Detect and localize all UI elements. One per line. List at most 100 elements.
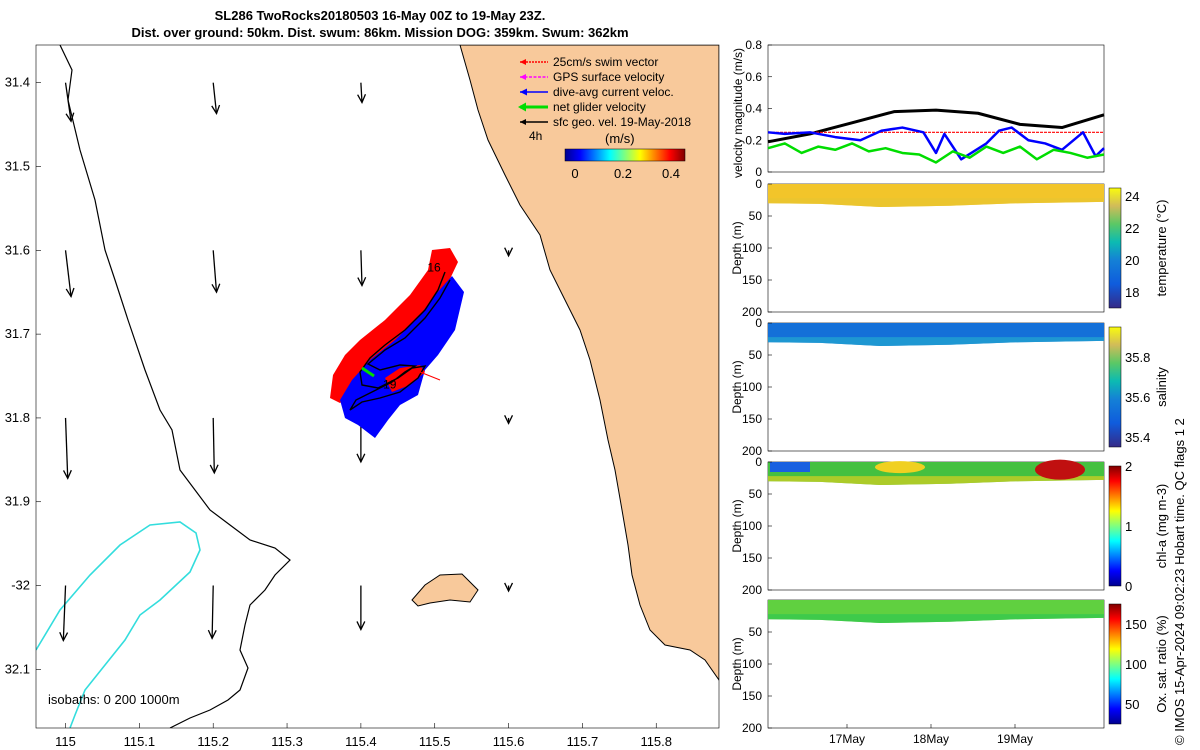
glider-path-line xyxy=(349,271,451,411)
map-y-tick-label: 31.5 xyxy=(5,159,30,174)
chl-low-patch xyxy=(770,462,810,472)
section-y-tick-label: 200 xyxy=(742,305,762,319)
legend-item-sfc: sfc geo. vel. 19-May-2018 xyxy=(520,115,691,129)
colorbar-tick-label: 35.4 xyxy=(1125,430,1150,445)
section-y-tick-label: 100 xyxy=(742,519,762,533)
sfc-velocity-arrow xyxy=(211,250,221,294)
speed-colorbar xyxy=(564,148,686,162)
section-y-tick-label: 200 xyxy=(742,583,762,597)
current-vector-band xyxy=(340,276,464,438)
sfc-velocity-arrow xyxy=(209,417,219,475)
velocity-magnitude-panel: 0 0.2 0.4 0.6 0.8 velocity magnitude (m/s) xyxy=(731,38,1105,179)
sfc-arrow-shaft xyxy=(360,82,363,103)
legend-sfc-label: sfc geo. vel. 19-May-2018 xyxy=(553,115,691,129)
map-x-tick-label: 115 xyxy=(55,734,76,749)
map-x-tick-label: 115.5 xyxy=(419,734,451,749)
map-x-tick-label: 115.3 xyxy=(271,734,303,749)
sfc-arrow-shaft xyxy=(211,585,214,639)
map-x-tick-label: 115.1 xyxy=(124,734,156,749)
velocity-y-tick-label: 0.2 xyxy=(745,133,762,147)
colorbar-tick-label: 35.8 xyxy=(1125,350,1150,365)
legend-swim-arrowhead xyxy=(520,59,526,65)
sfc-arrow-shaft xyxy=(212,82,218,114)
plot-title-line-2: Dist. over ground: 50km. Dist. swum: 86k… xyxy=(131,25,629,40)
section-y-tick-label: 50 xyxy=(749,209,763,223)
legend-net-arrowhead xyxy=(518,102,526,112)
legend-gps-label: GPS surface velocity xyxy=(553,70,664,84)
map-x-tick-label: 115.8 xyxy=(640,734,672,749)
sfc-velocity-arrow xyxy=(64,82,75,123)
legend-item-net: net glider velocity xyxy=(518,100,646,114)
velocity-series-net-glider xyxy=(767,142,1105,164)
velocity-y-tick-label: 0.6 xyxy=(745,70,762,84)
plot-title-line-1: SL286 TwoRocks20180503 16-May 00Z to 19-… xyxy=(214,8,546,23)
sfc-velocity-arrow xyxy=(504,415,514,425)
colorbar-tick-label: 0.4 xyxy=(662,166,680,181)
colorbar-title: Ox. sat. ratio (%) xyxy=(1154,615,1169,713)
colorbar-tick-label: 0.2 xyxy=(614,166,632,181)
colorbar-tick-label: 2 xyxy=(1125,459,1132,474)
sfc-arrow-shaft xyxy=(212,417,215,473)
sfc-arrow-head xyxy=(356,453,366,464)
sfc-arrow-head xyxy=(65,112,75,123)
colorbar-title: temperature (°C) xyxy=(1154,200,1169,297)
section-y-tick-label: 100 xyxy=(742,241,762,255)
map-y-tick-label: 31.9 xyxy=(5,494,30,509)
map-x-tick-label: 115.4 xyxy=(345,734,377,749)
sfc-arrow-head xyxy=(504,247,514,258)
sfc-arrow-shaft xyxy=(64,250,72,297)
velocity-y-tick-label: 0.8 xyxy=(745,38,762,52)
sfc-arrow-head xyxy=(357,277,367,288)
swim-vector-band xyxy=(385,365,425,392)
section-y-tick-label: 0 xyxy=(755,177,762,191)
section-panel-chl-a: 0 50 100 150 200 Depth (m) 2 1 0 chl-a (mg m-3) xyxy=(730,455,1169,597)
section-colorbar xyxy=(1108,465,1122,587)
colorbar-tick-label: 50 xyxy=(1125,697,1139,712)
isobaths-label: isobaths: 0 200 1000m xyxy=(48,692,180,707)
section-y-tick-label: 100 xyxy=(742,380,762,394)
sfc-arrow-head xyxy=(207,629,217,640)
map-y-tick-label: 31.8 xyxy=(5,410,30,425)
map-x-tick-label: 115.7 xyxy=(567,734,599,749)
velocity-series-sfc-geo-vel- xyxy=(767,108,1105,144)
sfc-arrow-shaft xyxy=(62,585,67,641)
track-day-label: 16 xyxy=(427,260,441,274)
velocity-ylabel: velocity magnitude (m/s) xyxy=(731,48,745,178)
map-frame xyxy=(35,44,720,729)
sfc-velocity-arrow xyxy=(504,247,514,258)
section-y-tick-label: 150 xyxy=(742,551,762,565)
section-y-tick-label: 50 xyxy=(749,625,763,639)
sfc-velocity-arrow xyxy=(357,82,367,105)
section-depth-label: Depth (m) xyxy=(730,637,744,690)
time-tick-label: 19May xyxy=(997,732,1033,746)
sfc-velocity-arrow xyxy=(356,585,366,632)
velocity-y-tick-label: 0 xyxy=(755,165,762,179)
colorbar-tick-label: 18 xyxy=(1125,285,1139,300)
map-y-tick-label: 31.4 xyxy=(5,75,30,90)
section-data-band-lower xyxy=(768,198,1104,208)
sfc-velocity-arrow xyxy=(62,417,72,480)
colorbar-tick-label: 0 xyxy=(1125,579,1132,594)
sfc-arrow-head xyxy=(62,469,72,480)
section-data-band-lower xyxy=(768,476,1104,486)
net-velocity-arrow xyxy=(361,366,375,378)
time-tick-label: 18May xyxy=(913,732,949,746)
section-y-tick-label: 150 xyxy=(742,273,762,287)
section-colorbar xyxy=(1108,326,1122,448)
section-panel-temperature: 0 50 100 150 200 Depth (m) 24 22 20 18 temperature… xyxy=(730,177,1169,319)
colorbar-tick-label: 150 xyxy=(1125,617,1147,632)
swim-vector-band xyxy=(330,248,458,403)
colorbar-tick-label: 24 xyxy=(1125,189,1139,204)
sfc-velocity-arrow xyxy=(357,250,367,288)
map-y-tick-label: 31.7 xyxy=(5,326,30,341)
chl-high-patch xyxy=(1035,459,1085,480)
time-axis: 17May 18May 19May xyxy=(829,724,1033,746)
legend-current-arrowhead xyxy=(520,88,527,96)
sfc-arrow-head xyxy=(357,93,367,105)
copyright-note: © IMOS 15-Apr-2024 09:02:23 Hobart time.… xyxy=(1172,418,1187,745)
colorbar-tick-label: 1 xyxy=(1125,519,1132,534)
